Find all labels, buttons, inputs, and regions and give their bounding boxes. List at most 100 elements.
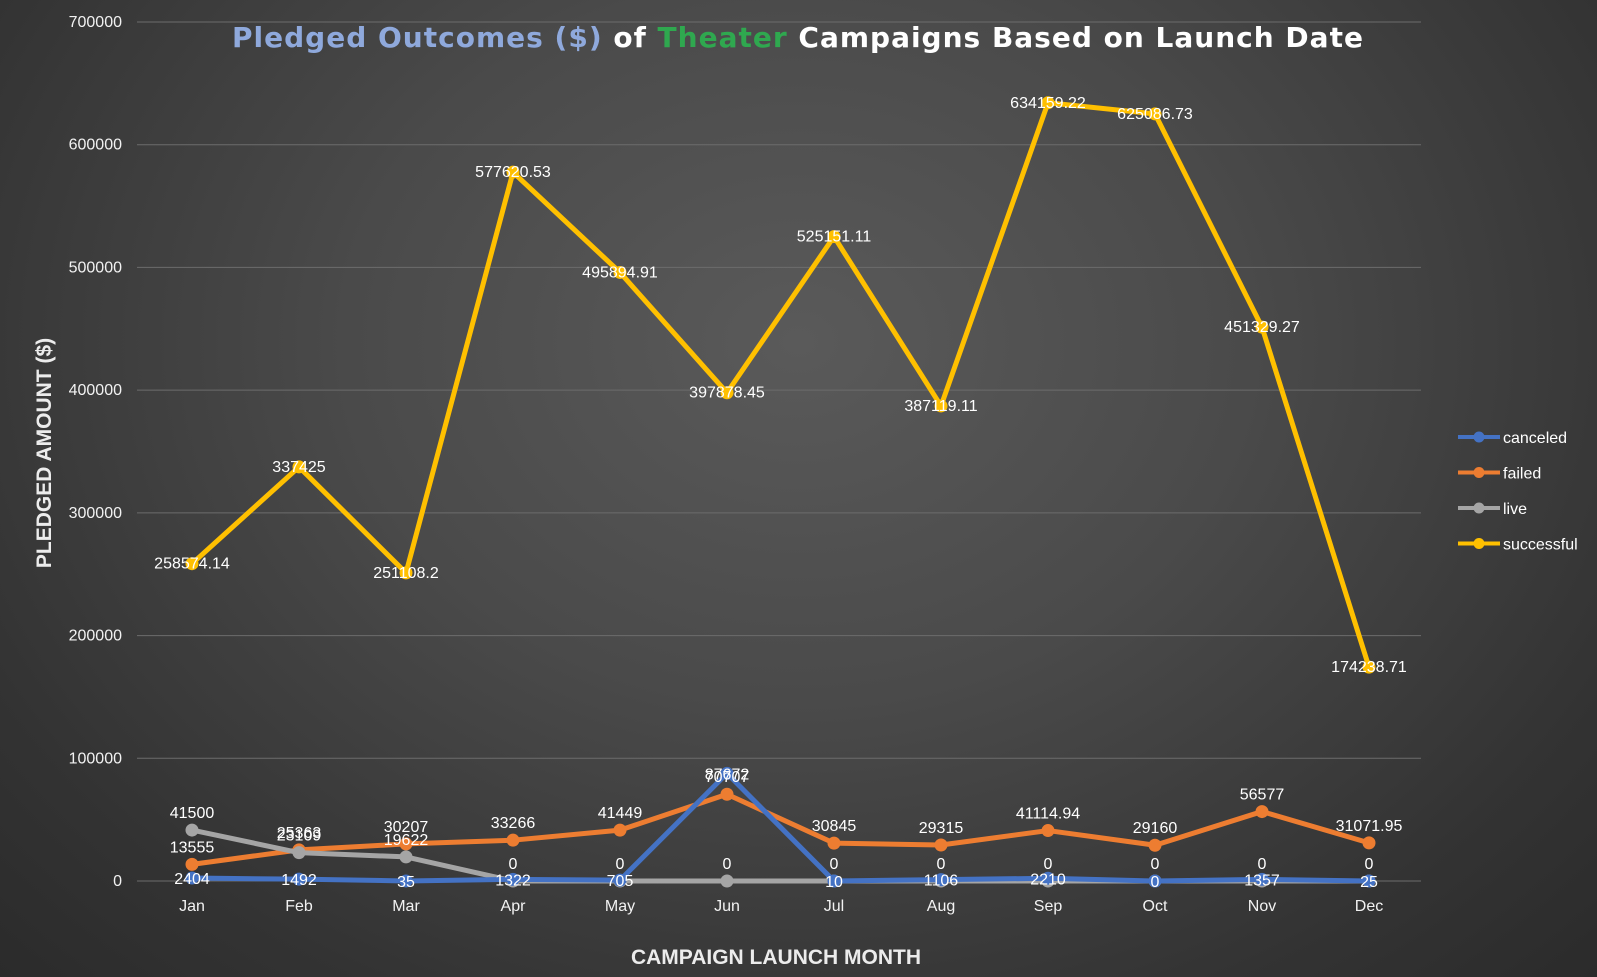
x-tick-label: Sep — [1034, 898, 1063, 915]
data-point-failed — [1255, 805, 1269, 819]
data-label-canceled: 705 — [607, 873, 634, 890]
x-tick-label: Mar — [392, 898, 420, 915]
data-point-successful — [292, 460, 306, 474]
data-point-live — [720, 874, 734, 888]
data-label-failed: 30207 — [384, 819, 429, 836]
data-point-canceled — [720, 766, 734, 780]
x-tick-label: Aug — [927, 898, 955, 915]
x-tick-label: Jun — [714, 898, 740, 915]
data-point-canceled — [1041, 871, 1055, 885]
data-label-live: 0 — [937, 856, 946, 873]
data-label-successful: 634159.22 — [1010, 95, 1086, 112]
data-label-canceled: 87672 — [705, 766, 750, 783]
data-point-canceled — [506, 872, 520, 886]
data-label-live: 0 — [1258, 856, 1267, 873]
series-line-live — [189, 827, 1372, 884]
x-tick-label: May — [605, 898, 635, 915]
data-label-live: 0 — [723, 856, 732, 873]
y-tick-label: 0 — [113, 873, 122, 890]
data-label-successful: 495894.91 — [582, 264, 658, 281]
data-point-successful — [399, 566, 413, 580]
data-point-canceled — [399, 874, 413, 888]
data-label-failed: 30845 — [812, 818, 857, 835]
y-tick-label: 400000 — [69, 382, 122, 399]
data-label-successful: 625086.73 — [1117, 106, 1193, 123]
y-tick-label: 300000 — [69, 505, 122, 522]
y-tick-label: 200000 — [69, 628, 122, 645]
title-part-2: Theater — [658, 21, 788, 54]
legend-label: live — [1503, 501, 1527, 518]
data-point-failed — [1041, 824, 1055, 838]
series-successful — [185, 96, 1376, 674]
data-point-successful — [1041, 96, 1055, 110]
legend-marker — [1473, 502, 1485, 514]
data-point-successful — [185, 557, 199, 571]
data-label-canceled: 2210 — [1030, 871, 1066, 888]
data-point-live — [292, 846, 306, 860]
data-point-failed — [185, 857, 199, 871]
data-labels: 258574.14 337425 251108.2 577620.53 495894.9… — [154, 95, 1407, 891]
data-point-successful — [1255, 320, 1269, 334]
data-label-live: 0 — [509, 856, 518, 873]
data-label-canceled: 1357 — [1244, 872, 1280, 889]
data-point-live — [399, 850, 413, 864]
y-tick-label: 100000 — [69, 750, 122, 767]
data-point-canceled — [1255, 872, 1269, 886]
title-part-3: Campaigns Based on Launch Date — [788, 21, 1364, 54]
data-label-failed: 70707 — [705, 769, 750, 786]
data-label-failed: 56577 — [1240, 787, 1285, 804]
data-label-failed: 33266 — [491, 815, 536, 832]
data-point-live — [185, 823, 199, 837]
data-label-failed: 25363 — [277, 825, 322, 842]
data-label-canceled: 2404 — [174, 871, 210, 888]
y-tick-label: 700000 — [69, 14, 122, 31]
data-point-canceled — [185, 871, 199, 885]
data-label-live: 0 — [616, 856, 625, 873]
x-tick-label: Jul — [824, 898, 844, 915]
data-label-successful: 397878.45 — [689, 385, 765, 402]
legend-marker — [1473, 431, 1485, 443]
data-label-canceled: 35 — [397, 874, 415, 891]
data-label-successful: 387119.11 — [904, 398, 977, 415]
data-label-live: 19622 — [384, 832, 429, 849]
data-label-failed: 41449 — [598, 805, 643, 822]
data-point-canceled — [1148, 874, 1162, 888]
data-point-canceled — [827, 874, 841, 888]
gridlines — [137, 21, 1421, 882]
y-tick-label: 500000 — [69, 259, 122, 276]
data-point-failed — [1148, 838, 1162, 852]
legend-label: successful — [1503, 537, 1578, 554]
series-line-canceled — [189, 770, 1372, 884]
data-point-successful — [934, 399, 948, 413]
data-label-canceled: 0 — [1151, 874, 1160, 891]
legend-item-failed: failed — [1458, 466, 1541, 483]
series-failed — [185, 787, 1376, 871]
data-point-canceled — [613, 873, 627, 887]
x-tick-label: Dec — [1355, 898, 1383, 915]
data-label-successful: 258574.14 — [154, 556, 230, 573]
data-label-successful: 174238.71 — [1331, 659, 1407, 676]
data-label-canceled: 25 — [1360, 874, 1378, 891]
data-point-canceled — [1362, 874, 1376, 888]
data-label-canceled: 1492 — [281, 872, 317, 889]
data-point-failed — [399, 837, 413, 851]
data-point-failed — [720, 787, 734, 801]
series-line-failed — [189, 791, 1372, 867]
legend-marker — [1473, 538, 1485, 549]
series-line-successful — [189, 100, 1372, 670]
legend-marker — [1473, 467, 1485, 478]
data-label-failed: 41114.94 — [1016, 806, 1080, 823]
legend: canceled failed live successful — [1458, 430, 1578, 554]
data-label-canceled: 1106 — [924, 873, 959, 890]
data-label-live: 0 — [1044, 856, 1053, 873]
data-point-successful — [506, 165, 520, 179]
x-axis-title: CAMPAIGN LAUNCH MONTH — [631, 946, 921, 969]
y-axis-title: PLEDGED AMOUNT ($) — [33, 338, 56, 568]
data-label-successful: 577620.53 — [475, 164, 551, 181]
data-point-failed — [506, 833, 520, 847]
data-label-canceled: 10 — [825, 874, 843, 891]
legend-item-successful: successful — [1458, 537, 1578, 554]
data-point-successful — [720, 386, 734, 400]
